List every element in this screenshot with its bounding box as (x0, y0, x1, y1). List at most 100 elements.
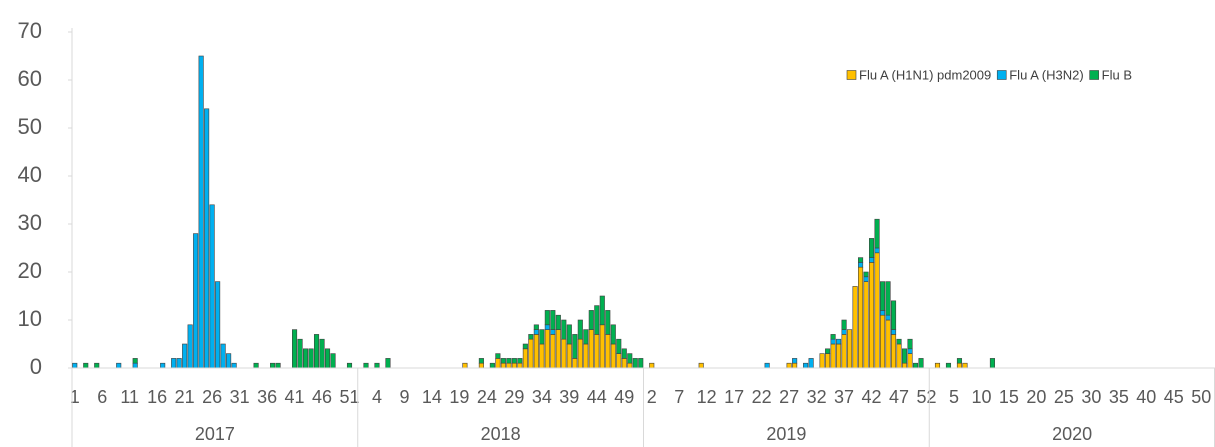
x-tick-label: 45 (1164, 387, 1184, 407)
bar (550, 310, 556, 330)
bar (764, 362, 770, 369)
bar (132, 362, 138, 369)
x-tick-label: 31 (230, 387, 250, 407)
bar (918, 358, 924, 369)
bar (313, 334, 320, 369)
y-tick-label: 60 (18, 66, 42, 91)
bar (808, 358, 814, 369)
bar (869, 238, 875, 258)
bar (506, 358, 512, 364)
bar (209, 204, 215, 369)
bar (907, 353, 913, 369)
bar (874, 218, 880, 249)
x-tick-label: 35 (1109, 387, 1129, 407)
bar (858, 257, 864, 263)
bar (171, 358, 177, 369)
bar (599, 295, 605, 326)
bar (528, 334, 534, 340)
bar (522, 348, 528, 369)
bar (187, 324, 193, 369)
legend-swatch (846, 70, 857, 80)
x-tick-label: 36 (257, 387, 277, 407)
bar (825, 353, 831, 369)
x-tick-label: 39 (559, 387, 579, 407)
y-tick-label: 40 (18, 162, 42, 187)
bar (885, 319, 891, 369)
y-tick-label: 30 (18, 210, 42, 235)
bar (583, 329, 589, 345)
bar (879, 281, 886, 311)
bar (253, 362, 259, 369)
bar (533, 329, 539, 335)
x-tick-label: 37 (834, 387, 854, 407)
bar (583, 343, 589, 369)
bar (561, 319, 567, 340)
bar (489, 362, 495, 369)
bar (627, 362, 633, 369)
bar (841, 334, 847, 369)
bar (638, 358, 644, 369)
x-tick-label: 29 (504, 387, 524, 407)
group-label: 2020 (1052, 424, 1092, 444)
bar (594, 305, 600, 335)
legend-label: Flu B (1102, 67, 1132, 82)
bar (901, 348, 908, 364)
x-tick-label: 4 (372, 387, 382, 407)
bar (885, 281, 891, 316)
bar (533, 334, 539, 369)
bar (863, 276, 869, 282)
bar (94, 362, 100, 369)
group-label: 2017 (195, 424, 235, 444)
bar (550, 334, 556, 369)
bar (863, 281, 869, 369)
bar (896, 343, 902, 369)
bar (610, 324, 616, 345)
x-tick-label: 5 (949, 387, 959, 407)
bar (198, 55, 204, 369)
bar (956, 362, 963, 369)
legend-swatch (996, 70, 1007, 80)
bar (830, 343, 836, 369)
bar (72, 362, 78, 369)
x-tick-label: 9 (399, 387, 409, 407)
bar (830, 338, 836, 345)
bar (605, 310, 611, 335)
bar (566, 343, 572, 369)
bar (478, 362, 484, 369)
x-tick-label: 47 (889, 387, 909, 407)
bar (550, 329, 556, 335)
x-tick-label: 6 (97, 387, 107, 407)
bar (308, 348, 314, 369)
bar (852, 286, 858, 369)
bar (462, 362, 468, 369)
bar (292, 329, 298, 369)
bar (588, 329, 594, 369)
bar (599, 324, 605, 369)
bar (896, 338, 902, 345)
x-tick-label: 10 (971, 387, 991, 407)
bar (544, 310, 550, 326)
bar (495, 358, 501, 369)
bar (561, 338, 567, 369)
bar (962, 362, 968, 369)
bar (792, 358, 798, 364)
bar (220, 343, 226, 369)
y-tick-label: 10 (18, 306, 42, 331)
y-tick-label: 70 (18, 18, 42, 43)
bar (528, 338, 534, 369)
bar (786, 362, 792, 369)
bar (226, 353, 232, 369)
x-tick-label: 49 (614, 387, 634, 407)
bar (577, 319, 583, 340)
bar (544, 324, 550, 330)
bar (989, 358, 995, 369)
bar (912, 362, 919, 369)
bar (616, 338, 622, 354)
bar (572, 334, 578, 359)
bar (901, 362, 908, 369)
bar (204, 108, 210, 369)
bar (566, 324, 572, 345)
x-tick-label: 7 (674, 387, 684, 407)
bar (907, 348, 913, 354)
